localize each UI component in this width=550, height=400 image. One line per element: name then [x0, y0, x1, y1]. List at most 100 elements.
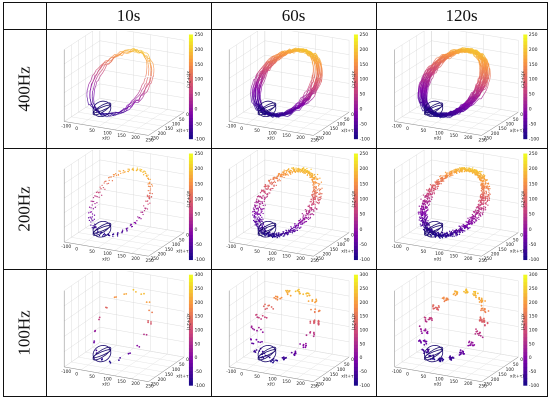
- trajectory-point: [292, 166, 295, 169]
- trajectory-segment: [423, 79, 425, 83]
- trajectory-segment: [463, 50, 467, 53]
- trajectory-segment: [426, 82, 428, 86]
- trajectory-point: [97, 191, 99, 193]
- trajectory-segment: [275, 56, 279, 60]
- trajectory-point: [263, 200, 265, 202]
- trajectory-segment: [315, 81, 318, 86]
- gridline: [99, 40, 185, 55]
- trajectory-segment: [300, 103, 304, 106]
- trajectory-segment: [146, 60, 148, 62]
- trajectory-segment: [477, 91, 481, 95]
- trajectory-segment: [479, 87, 482, 92]
- trajectory-segment: [488, 74, 490, 79]
- trajectory-segment: [292, 109, 296, 111]
- trajectory-segment: [448, 111, 452, 114]
- trajectory-segment: [146, 77, 149, 80]
- trajectory-segment: [94, 79, 97, 84]
- trajectory-point: [140, 169, 143, 171]
- trajectory-segment: [428, 69, 432, 74]
- trajectory-segment: [432, 111, 435, 115]
- trajectory-point: [147, 177, 149, 180]
- trajectory-segment: [467, 97, 470, 101]
- trajectory-segment: [142, 50, 145, 54]
- trajectory-segment: [133, 96, 137, 100]
- trajectory-segment: [309, 88, 312, 93]
- trajectory-point: [140, 211, 142, 213]
- trajectory-point: [113, 174, 116, 176]
- trajectory-segment: [479, 57, 482, 60]
- column-header-120s: 120s: [445, 6, 478, 25]
- trajectory-point: [120, 172, 122, 175]
- trajectory-segment: [300, 48, 304, 52]
- trajectory-segment: [260, 106, 263, 109]
- axes-frame: [228, 150, 350, 257]
- trajectory-segment: [428, 114, 432, 117]
- gridline: [64, 159, 100, 184]
- trajectory-segment: [97, 65, 101, 69]
- trajectory-segment: [427, 67, 430, 70]
- colorbar-swatch: [188, 118, 193, 122]
- trajectory-segment: [422, 102, 425, 105]
- trajectory-segment: [305, 50, 308, 54]
- trajectory-group: [417, 47, 491, 119]
- trajectory-segment: [137, 91, 140, 95]
- x-tick-label: 250: [145, 137, 154, 143]
- trajectory-segment: [296, 102, 299, 105]
- grid-line: [4, 269, 547, 270]
- trajectory-point: [92, 220, 94, 222]
- colorbar-swatch: [188, 55, 193, 60]
- trajectory-segment: [296, 101, 299, 104]
- trajectory-segment: [477, 94, 481, 97]
- trajectory-point: [90, 221, 92, 223]
- trajectory-segment: [147, 61, 149, 65]
- trajectory-segment: [315, 54, 319, 59]
- trajectory-segment: [277, 51, 281, 55]
- colorbar-swatch: [523, 51, 528, 56]
- gridline: [446, 106, 484, 130]
- colorbar-tick-label: 150: [194, 181, 203, 187]
- colorbar-swatch: [188, 234, 193, 239]
- trajectory-segment: [436, 57, 440, 59]
- x-tick-label: 50: [89, 128, 95, 134]
- gridline: [131, 229, 168, 254]
- trajectory-segment: [426, 65, 430, 69]
- colorbar-swatch: [188, 210, 193, 215]
- trajectory-point: [139, 169, 141, 172]
- trajectory-segment: [452, 111, 456, 116]
- trajectory-segment: [314, 85, 317, 87]
- trajectory-segment: [418, 100, 421, 102]
- trajectory-segment: [482, 57, 485, 61]
- trajectory-segment: [311, 79, 313, 84]
- trajectory-segment: [314, 53, 317, 55]
- trajectory-segment: [423, 100, 425, 103]
- trajectory-segment: [428, 106, 430, 108]
- trajectory-point: [141, 211, 143, 213]
- trajectory-segment: [258, 78, 261, 82]
- trajectory-segment: [443, 53, 447, 57]
- trajectory-point: [262, 196, 264, 198]
- trajectory-segment: [421, 101, 424, 105]
- trajectory-segment: [310, 83, 312, 86]
- colorbar-swatch: [188, 174, 193, 179]
- trajectory-point: [257, 221, 259, 223]
- trajectory-segment: [421, 73, 425, 78]
- trajectory-point: [148, 197, 150, 199]
- trajectory-segment: [451, 112, 455, 115]
- trajectory-segment: [276, 58, 280, 61]
- trajectory-point: [142, 213, 144, 216]
- trajectory-segment: [257, 81, 259, 85]
- trajectory-segment: [478, 61, 481, 65]
- trajectory-segment: [263, 113, 266, 115]
- trajectory-segment: [310, 55, 313, 59]
- trajectory-segment: [481, 88, 484, 92]
- trajectory-segment: [90, 102, 93, 105]
- trajectory-segment: [481, 89, 484, 92]
- trajectory-point: [285, 169, 287, 172]
- trajectory-segment: [419, 84, 421, 89]
- trajectory-segment: [451, 49, 455, 52]
- colorbar-swatch: [523, 41, 528, 46]
- trajectory-point: [134, 221, 136, 224]
- trajectory-segment: [300, 48, 304, 50]
- gridline: [264, 98, 350, 113]
- trajectory-segment: [284, 111, 288, 115]
